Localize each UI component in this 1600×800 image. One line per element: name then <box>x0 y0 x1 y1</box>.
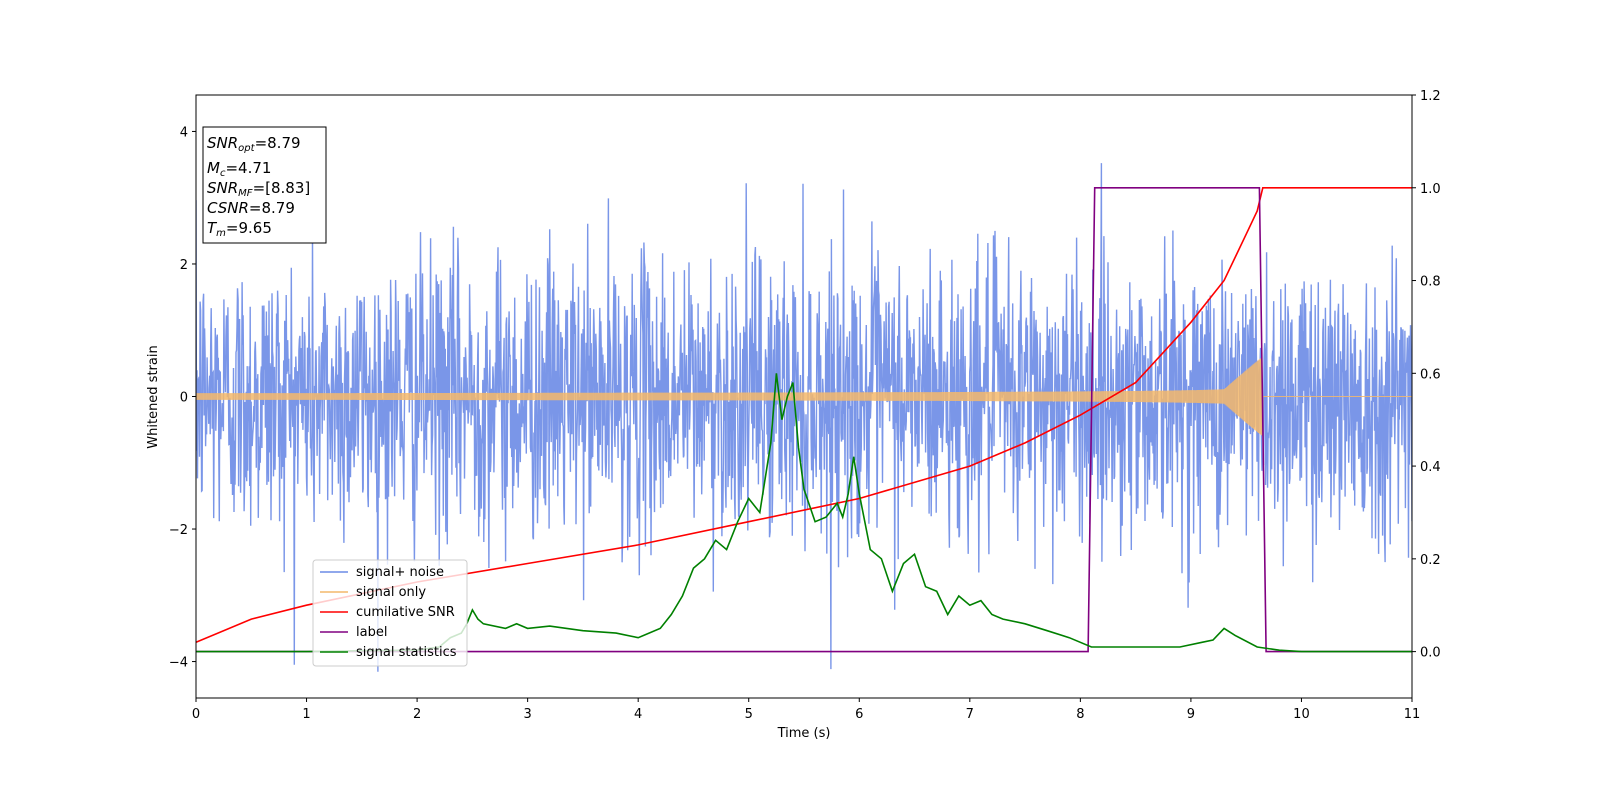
x-axis-title: Time (s) <box>777 726 831 741</box>
x-tick-label: 3 <box>523 707 531 722</box>
x-tick-label: 8 <box>1076 707 1084 722</box>
legend: signal+ noise signal only cumilative SNR… <box>312 559 468 667</box>
info-box-frame <box>202 126 327 244</box>
y-right-tick-label: 0.4 <box>1420 460 1441 475</box>
y-right-tick-label: 0.2 <box>1420 553 1441 568</box>
x-tick-label: 10 <box>1293 707 1310 722</box>
series-signal-only-line <box>196 357 1412 437</box>
info-csnr: CSNR=8.79 <box>207 199 295 217</box>
y-right-tick-label: 0.0 <box>1420 646 1441 661</box>
y-right-tick-label: 0.8 <box>1420 275 1441 290</box>
y-right-tick-label: 1.2 <box>1420 89 1441 104</box>
y-right-axis-ticks: 0.0 0.2 0.4 0.6 0.8 1.0 1.2 <box>1412 89 1441 661</box>
legend-label-cumulative-snr: cumilative SNR <box>356 605 455 620</box>
info-snr-mf: SNRMF=[8.83] <box>207 179 310 199</box>
series-signal-statistics-line <box>196 373 1412 653</box>
y-left-tick-label: 0 <box>180 391 188 406</box>
x-tick-label: 2 <box>413 707 421 722</box>
y-right-tick-label: 1.0 <box>1420 182 1441 197</box>
legend-label-signal-noise: signal+ noise <box>356 565 444 580</box>
info-snr-opt: SNRopt=8.79 <box>207 134 301 154</box>
info-tm: Tm=9.65 <box>207 219 272 239</box>
y-right-tick-label: 0.6 <box>1420 367 1441 382</box>
info-mc: Mc=4.71 <box>207 159 271 179</box>
series-signal-noise-line <box>196 163 1412 672</box>
y-left-axis-ticks: −4 −2 0 2 4 <box>169 125 196 671</box>
legend-label-signal-statistics: signal statistics <box>356 645 457 660</box>
y-left-tick-label: 4 <box>180 125 188 140</box>
y-left-tick-label: −2 <box>169 523 188 538</box>
x-tick-label: 6 <box>855 707 863 722</box>
x-tick-label: 9 <box>1187 707 1195 722</box>
y-left-tick-label: −4 <box>169 656 188 671</box>
info-box: SNRopt=8.79 Mc=4.71 SNRMF=[8.83] CSNR=8.… <box>202 126 327 244</box>
x-tick-label: 5 <box>745 707 753 722</box>
x-tick-label: 0 <box>192 707 200 722</box>
legend-frame <box>312 559 468 667</box>
legend-label-signal-only: signal only <box>356 585 426 600</box>
legend-label-label: label <box>356 625 387 640</box>
y-left-axis-title: Whitened strain <box>146 345 161 448</box>
x-tick-label: 4 <box>634 707 642 722</box>
x-tick-label: 7 <box>966 707 974 722</box>
x-axis-ticks: 0 1 2 3 4 5 6 7 8 9 10 11 <box>192 698 1420 722</box>
x-tick-label: 1 <box>302 707 310 722</box>
x-tick-label: 11 <box>1404 707 1421 722</box>
y-left-tick-label: 2 <box>180 258 188 273</box>
